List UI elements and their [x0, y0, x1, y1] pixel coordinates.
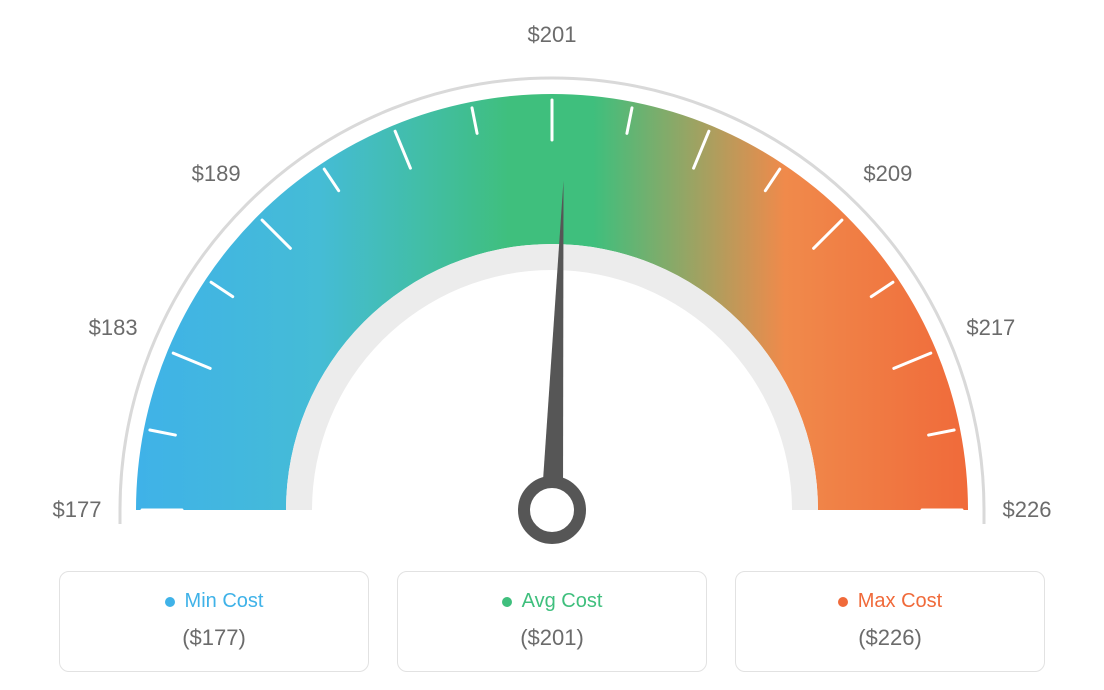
legend-title-min: Min Cost — [165, 590, 264, 613]
dot-icon — [165, 597, 175, 607]
legend-row: Min Cost ($177) Avg Cost ($201) Max Cost… — [0, 571, 1104, 672]
gauge-svg — [0, 0, 1104, 560]
legend-value-min: ($177) — [70, 625, 358, 651]
gauge-tick-label: $217 — [966, 315, 1015, 341]
legend-value-max: ($226) — [746, 625, 1034, 651]
gauge-tick-label: $177 — [53, 497, 102, 523]
legend-card-max: Max Cost ($226) — [735, 571, 1045, 672]
legend-label: Max Cost — [858, 590, 942, 613]
legend-title-avg: Avg Cost — [502, 590, 603, 613]
gauge-tick-label: $226 — [1003, 497, 1052, 523]
dot-icon — [838, 597, 848, 607]
legend-title-max: Max Cost — [838, 590, 942, 613]
gauge-tick-label: $201 — [528, 22, 577, 48]
gauge-tick-label: $183 — [89, 315, 138, 341]
legend-card-min: Min Cost ($177) — [59, 571, 369, 672]
legend-label: Min Cost — [185, 590, 264, 613]
gauge-tick-label: $189 — [192, 161, 241, 187]
gauge-tick-label: $209 — [863, 161, 912, 187]
legend-card-avg: Avg Cost ($201) — [397, 571, 707, 672]
legend-value-avg: ($201) — [408, 625, 696, 651]
dot-icon — [502, 597, 512, 607]
gauge-chart: $177 $183 $189 $201 $209 $217 $226 — [0, 0, 1104, 560]
legend-label: Avg Cost — [522, 590, 603, 613]
